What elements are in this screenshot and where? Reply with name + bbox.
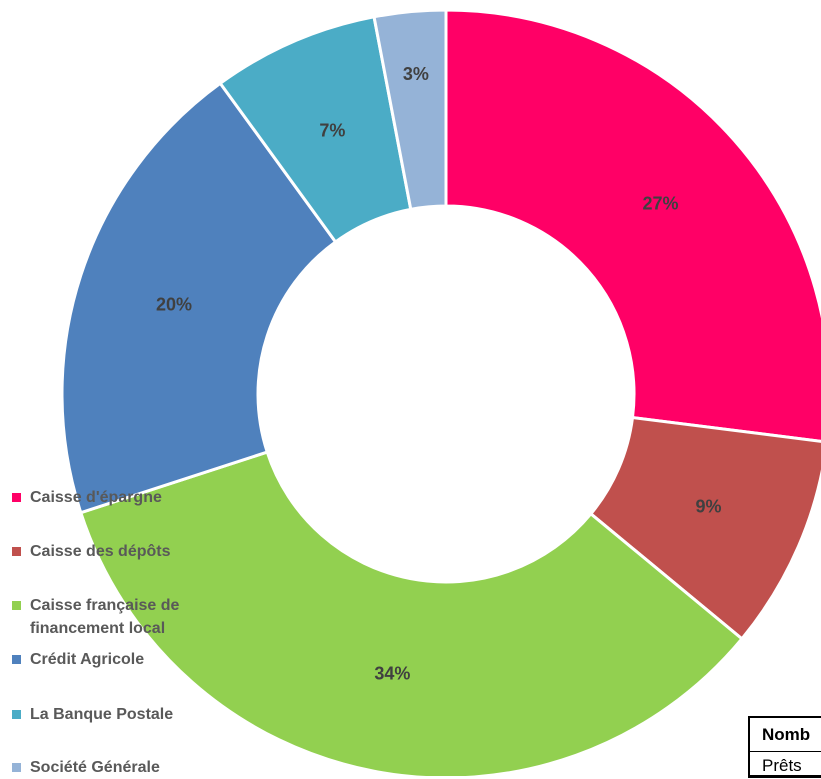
legend-swatch: [12, 710, 21, 719]
slice: [78, 450, 744, 776]
legend-item: Caisse des dépôts: [12, 540, 212, 563]
legend-swatch: [12, 493, 21, 502]
legend-item: Caisse française de financement local: [12, 594, 212, 640]
data-label: 27%: [643, 194, 679, 214]
data-label: 3%: [403, 64, 429, 84]
table-header: Nomb: [750, 718, 821, 752]
legend-label: Crédit Agricole: [30, 651, 145, 668]
legend-item: Caisse d'épargne: [12, 486, 212, 509]
legend-item: Société Générale: [12, 756, 212, 779]
legend-label: Caisse des dépôts: [30, 543, 171, 560]
table-cell: Prêts: [750, 752, 821, 776]
legend-swatch: [12, 763, 21, 772]
slice: [60, 81, 338, 515]
legend-label: Caisse française de financement local: [30, 597, 180, 637]
legend-item: La Banque Postale: [12, 703, 212, 726]
data-label: 20%: [156, 294, 192, 314]
legend-swatch: [12, 547, 21, 556]
legend-swatch: [12, 655, 21, 664]
data-label: 7%: [319, 120, 345, 140]
slice: [372, 8, 448, 212]
data-label: 9%: [695, 496, 721, 516]
legend-label: Caisse d'épargne: [30, 489, 162, 506]
legend-label: La Banque Postale: [30, 706, 174, 723]
data-label: 34%: [374, 664, 410, 684]
legend-swatch: [12, 601, 21, 610]
legend-item: Crédit Agricole: [12, 648, 212, 671]
table: Nomb Prêts: [748, 716, 821, 778]
legend-label: Société Générale: [30, 759, 160, 776]
slice: [444, 8, 821, 443]
